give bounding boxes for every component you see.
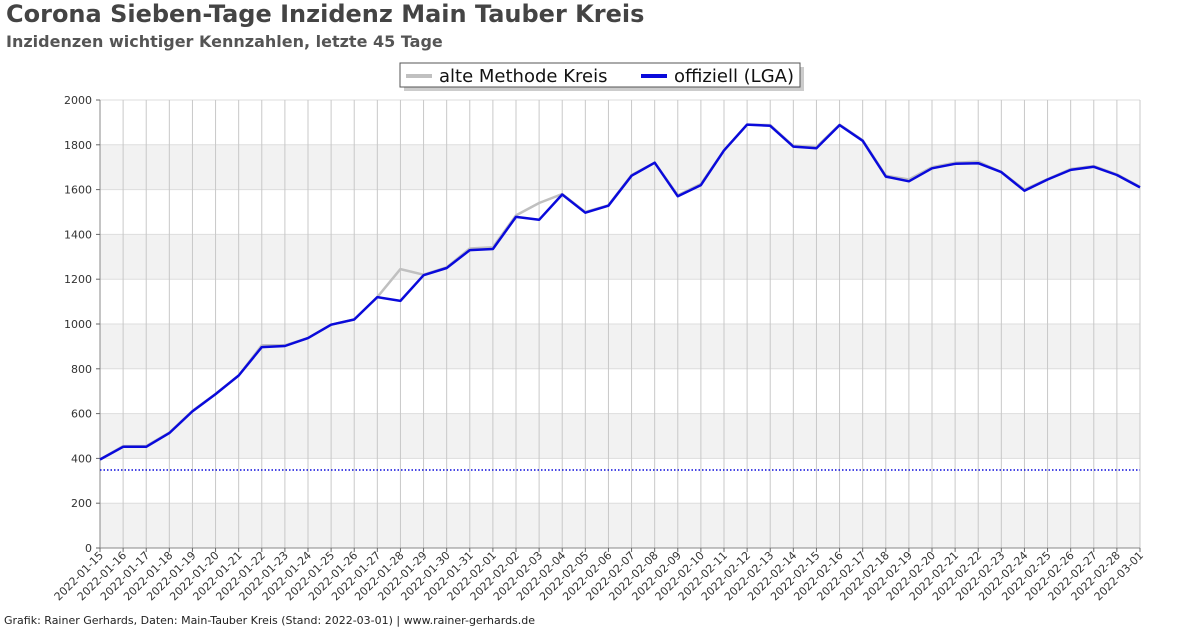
y-tick-label: 1600 bbox=[64, 184, 92, 197]
y-tick-label: 2000 bbox=[64, 94, 92, 107]
footer-credit: Grafik: Rainer Gerhards, Daten: Main-Tau… bbox=[4, 614, 536, 627]
chart-subtitle: Inzidenzen wichtiger Kennzahlen, letzte … bbox=[6, 32, 443, 51]
grid-band bbox=[100, 503, 1140, 548]
legend-label: alte Methode Kreis bbox=[439, 66, 607, 87]
legend-box bbox=[399, 62, 801, 88]
grid-band bbox=[100, 234, 1140, 280]
y-tick-label: 1000 bbox=[64, 318, 92, 331]
y-tick-label: 800 bbox=[71, 363, 92, 376]
y-tick-label: 0 bbox=[85, 542, 92, 555]
y-tick-label: 1400 bbox=[64, 228, 92, 241]
grid-band bbox=[100, 324, 1140, 369]
y-tick-label: 200 bbox=[71, 497, 92, 510]
y-tick-label: 1200 bbox=[64, 273, 92, 286]
grid-band bbox=[100, 144, 1140, 190]
y-tick-label: 400 bbox=[71, 452, 92, 465]
grid-band bbox=[100, 413, 1140, 459]
y-tick-label: 600 bbox=[71, 408, 92, 421]
legend-label: offiziell (LGA) bbox=[674, 66, 794, 87]
chart-title: Corona Sieben-Tage Inzidenz Main Tauber … bbox=[6, 0, 645, 28]
y-tick-label: 1800 bbox=[64, 139, 92, 152]
legend: alte Methode Kreis offiziell (LGA) bbox=[399, 62, 804, 91]
series-line-2 bbox=[99, 123, 1141, 461]
